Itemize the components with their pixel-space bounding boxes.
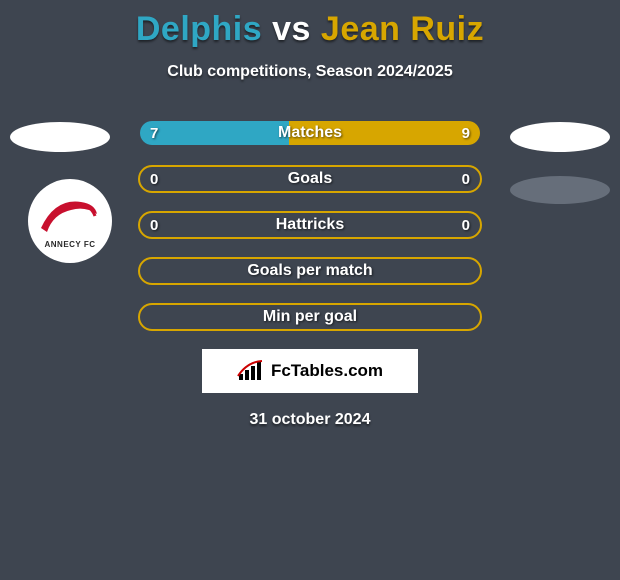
bar-value-right: 9 — [452, 121, 480, 145]
bar-value-right: 0 — [452, 167, 480, 191]
page-title: Delphis vs Jean Ruiz — [0, 0, 620, 49]
bars-chart-icon — [237, 360, 265, 382]
bar-label: Min per goal — [140, 305, 480, 329]
bar-label: Goals — [140, 167, 480, 191]
bar-label: Hattricks — [140, 213, 480, 237]
bar-row-hattricks: Hattricks0 0 — [138, 211, 482, 239]
bar-row-matches: Matches7 9 — [138, 119, 482, 147]
club-logo: ANNECY FC — [28, 179, 112, 263]
left-player-blob — [10, 122, 110, 152]
bar-value-left: 0 — [140, 213, 168, 237]
bar-value-right: 0 — [452, 213, 480, 237]
annecy-swoosh-icon — [35, 194, 105, 244]
comparison-bars: Matches79Goals00Hattricks00Goals per mat… — [138, 119, 482, 331]
bar-row-goals-per-match: Goals per match — [138, 257, 482, 285]
bar-row-goals: Goals0 0 — [138, 165, 482, 193]
bar-label: Matches — [140, 121, 480, 145]
club-logo-text: ANNECY FC — [44, 240, 95, 249]
date-text: 31 october 2024 — [0, 411, 620, 429]
right-player-blob — [510, 122, 610, 152]
right-player-blob-2 — [510, 176, 610, 204]
brand-text: FcTables.com — [271, 361, 383, 381]
subtitle: Club competitions, Season 2024/2025 — [0, 63, 620, 81]
brand-box[interactable]: FcTables.com — [202, 349, 418, 393]
vs-text: vs — [272, 10, 311, 48]
bar-label: Goals per match — [140, 259, 480, 283]
player1-name: Delphis — [136, 10, 262, 48]
bar-row-min-per-goal: Min per goal — [138, 303, 482, 331]
player2-name: Jean Ruiz — [321, 10, 484, 48]
bar-value-left: 7 — [140, 121, 168, 145]
bar-value-left: 0 — [140, 167, 168, 191]
